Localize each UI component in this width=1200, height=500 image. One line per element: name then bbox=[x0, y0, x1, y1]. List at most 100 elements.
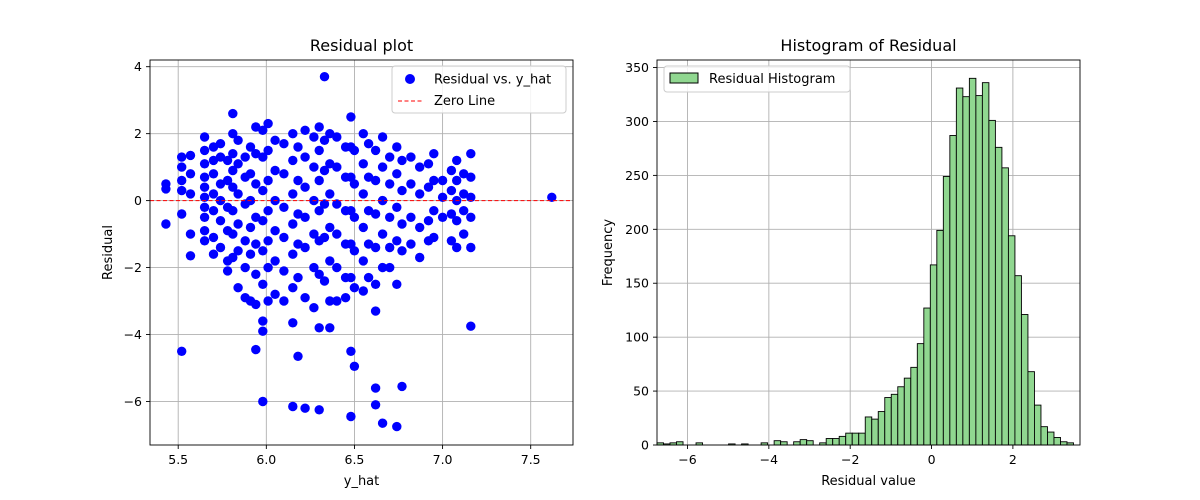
scatter-point bbox=[332, 229, 342, 239]
scatter-point bbox=[459, 169, 469, 179]
scatter-point bbox=[263, 145, 273, 156]
histogram-xtick-label: 2 bbox=[1009, 452, 1017, 467]
histogram-ytick-label: 100 bbox=[625, 330, 649, 345]
scatter-point bbox=[228, 229, 238, 239]
scatter-point bbox=[245, 249, 256, 259]
scatter-point bbox=[385, 212, 395, 222]
scatter-point bbox=[215, 139, 226, 149]
histogram-bar bbox=[955, 87, 964, 446]
scatter-point bbox=[370, 400, 381, 410]
histogram-xlabel: Residual value bbox=[821, 474, 916, 489]
scatter-frame bbox=[149, 59, 574, 446]
scatter-point bbox=[415, 162, 425, 172]
scatter-point bbox=[325, 129, 335, 139]
scatter-point bbox=[340, 293, 351, 303]
scatter-point bbox=[222, 175, 233, 186]
scatter-point bbox=[185, 229, 196, 239]
histogram-bar bbox=[1053, 437, 1061, 446]
scatter-point bbox=[161, 219, 171, 229]
scatter-point bbox=[314, 269, 324, 279]
scatter-point bbox=[288, 129, 298, 139]
histogram-bar bbox=[897, 386, 905, 446]
legend-label-residual: Residual vs. y_hat bbox=[434, 73, 551, 88]
histogram-bar bbox=[884, 397, 892, 446]
scatter-point bbox=[240, 262, 250, 273]
scatter-point bbox=[314, 122, 324, 132]
scatter-point bbox=[251, 122, 261, 132]
histogram-ytick-label: 50 bbox=[633, 384, 649, 399]
histogram-bar bbox=[1014, 275, 1022, 446]
scatter-point bbox=[185, 251, 196, 261]
scatter-point bbox=[377, 262, 388, 273]
scatter-point bbox=[397, 381, 407, 392]
scatter-legend-box bbox=[391, 65, 567, 114]
histogram-ylabel: Frequency bbox=[601, 219, 616, 286]
scatter-point bbox=[358, 189, 368, 199]
scatter-point bbox=[385, 262, 395, 273]
scatter-point bbox=[258, 326, 268, 336]
scatter-point bbox=[392, 142, 402, 152]
scatter-point bbox=[392, 279, 402, 289]
scatter-point bbox=[446, 209, 457, 219]
scatter-point bbox=[279, 169, 289, 179]
scatter-point bbox=[233, 219, 243, 229]
scatter-point bbox=[199, 212, 210, 222]
scatter-point bbox=[358, 256, 368, 266]
scatter-point bbox=[251, 269, 261, 279]
scatter-point bbox=[325, 323, 335, 333]
scatter-point bbox=[279, 296, 289, 306]
histogram-bar bbox=[949, 135, 957, 446]
scatter-ticks: 5.5 6.0 6.5 7.0 7.5 −6 −4 −2 0 2 4 bbox=[124, 59, 541, 467]
scatter-point bbox=[208, 249, 219, 259]
scatter-point bbox=[309, 303, 319, 313]
histogram-bar bbox=[793, 441, 801, 446]
histogram-ticks: −6 −4 −2 0 2 0 50 100 150 200 250 300 350 bbox=[625, 60, 1017, 467]
scatter-point bbox=[332, 162, 342, 172]
scatter-point bbox=[363, 139, 374, 149]
scatter-point bbox=[406, 179, 416, 189]
scatter-point bbox=[349, 246, 360, 256]
scatter-point bbox=[199, 172, 210, 182]
scatter-point bbox=[309, 132, 319, 142]
scatter-point bbox=[370, 242, 381, 253]
scatter-point bbox=[228, 108, 238, 119]
scatter-point bbox=[358, 222, 368, 233]
scatter-point bbox=[319, 165, 330, 176]
scatter-point bbox=[233, 159, 243, 169]
legend-label-histogram: Residual Histogram bbox=[709, 72, 835, 87]
histogram-bar bbox=[890, 393, 899, 446]
histogram-bar bbox=[936, 229, 944, 446]
scatter-point bbox=[300, 152, 310, 162]
scatter-point bbox=[177, 152, 187, 162]
scatter-point bbox=[270, 226, 280, 236]
scatter-point bbox=[288, 283, 298, 293]
histogram-bar bbox=[806, 440, 814, 446]
scatter-point bbox=[459, 206, 469, 216]
scatter-point bbox=[245, 142, 256, 152]
scatter-point bbox=[199, 145, 210, 156]
histogram-bar bbox=[832, 438, 840, 446]
scatter-point bbox=[459, 189, 469, 199]
scatter-point bbox=[270, 289, 280, 299]
scatter-point bbox=[423, 159, 434, 169]
scatter-point bbox=[452, 216, 462, 226]
histogram-title: Histogram of Residual bbox=[780, 36, 956, 55]
scatter-point bbox=[423, 182, 434, 192]
scatter-point bbox=[325, 222, 335, 233]
scatter-point bbox=[288, 155, 298, 166]
scatter-point bbox=[228, 206, 238, 216]
scatter-point bbox=[279, 202, 289, 212]
scatter-point bbox=[346, 411, 356, 422]
scatter-point bbox=[222, 266, 233, 276]
scatter-point bbox=[228, 252, 238, 263]
scatter-point bbox=[319, 135, 330, 145]
histogram-frame bbox=[656, 59, 1081, 446]
histogram-xtick-label: −6 bbox=[678, 452, 696, 467]
histogram-xtick-label: −2 bbox=[841, 452, 859, 467]
scatter-point bbox=[325, 256, 335, 266]
histogram-bar bbox=[903, 377, 912, 446]
scatter-points bbox=[161, 72, 557, 432]
scatter-point bbox=[377, 132, 388, 142]
histogram-bar bbox=[773, 440, 782, 446]
histogram-bar bbox=[825, 438, 834, 446]
